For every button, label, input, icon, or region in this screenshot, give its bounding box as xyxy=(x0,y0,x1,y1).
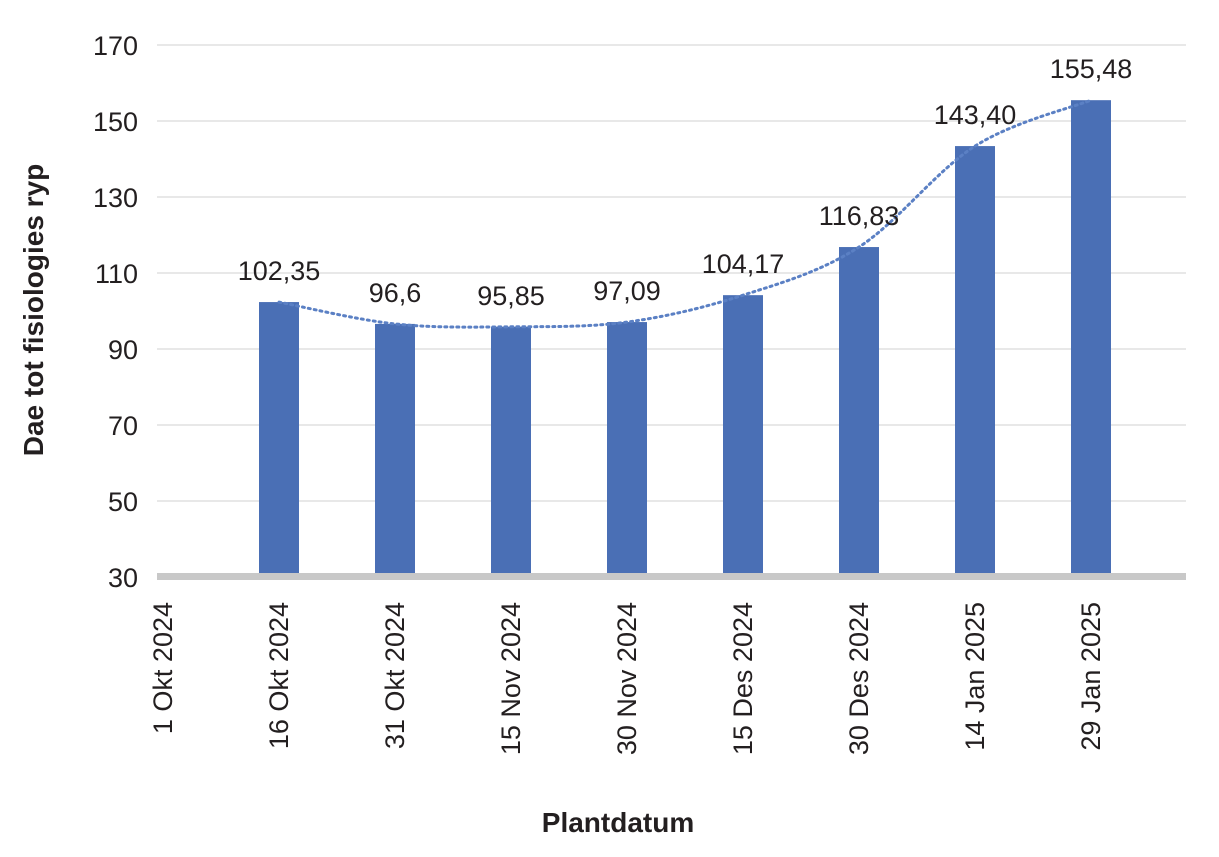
y-tick-label: 170 xyxy=(93,31,138,61)
data-label: 96,6 xyxy=(369,278,422,308)
x-tick-label: 30 Des 2024 xyxy=(844,602,874,755)
data-labels: 102,35 96,6 95,85 97,09 104,17 116,83 143,40 15… xyxy=(238,54,1133,311)
x-tick-label: 16 Okt 2024 xyxy=(264,602,294,749)
y-tick-label: 70 xyxy=(108,411,138,441)
bar xyxy=(259,302,299,577)
bar xyxy=(491,326,531,577)
y-axis-title: Dae tot fisiologies ryp xyxy=(18,164,49,457)
y-axis-ticks: 30 50 70 90 110 130 150 170 xyxy=(93,31,138,593)
x-tick-label: 1 Okt 2024 xyxy=(148,602,178,734)
x-tick-label: 29 Jan 2025 xyxy=(1076,602,1106,751)
x-axis-ticks: 1 Okt 2024 16 Okt 2024 31 Okt 2024 15 Nov 2… xyxy=(148,602,1106,755)
trendline-path xyxy=(277,98,1093,329)
y-tick-label: 130 xyxy=(93,183,138,213)
data-label: 104,17 xyxy=(702,249,785,279)
y-tick-label: 50 xyxy=(108,487,138,517)
bar xyxy=(375,323,415,577)
x-tick-label: 14 Jan 2025 xyxy=(960,602,990,751)
bar xyxy=(607,322,647,577)
data-label: 116,83 xyxy=(819,201,900,231)
y-tick-label: 150 xyxy=(93,107,138,137)
x-axis-line xyxy=(157,573,1186,580)
data-label: 143,40 xyxy=(934,100,1017,130)
x-tick-label: 30 Nov 2024 xyxy=(612,602,642,755)
x-axis xyxy=(157,573,1186,580)
bar xyxy=(723,295,763,577)
bar xyxy=(839,247,879,577)
x-tick-label: 31 Okt 2024 xyxy=(380,602,410,749)
x-tick-label: 15 Des 2024 xyxy=(728,602,758,755)
y-tick-label: 30 xyxy=(108,563,138,593)
bar xyxy=(955,146,995,577)
gridlines xyxy=(157,44,1186,502)
y-tick-label: 90 xyxy=(108,335,138,365)
x-axis-title: Plantdatum xyxy=(542,807,694,838)
bars xyxy=(259,100,1111,578)
bar xyxy=(1071,100,1111,578)
data-label: 155,48 xyxy=(1050,54,1133,84)
data-label: 97,09 xyxy=(593,276,661,306)
trendline xyxy=(277,98,1093,329)
y-tick-label: 110 xyxy=(95,259,138,289)
x-tick-label: 15 Nov 2024 xyxy=(496,602,526,755)
data-label: 95,85 xyxy=(477,281,545,311)
data-label: 102,35 xyxy=(238,256,321,286)
